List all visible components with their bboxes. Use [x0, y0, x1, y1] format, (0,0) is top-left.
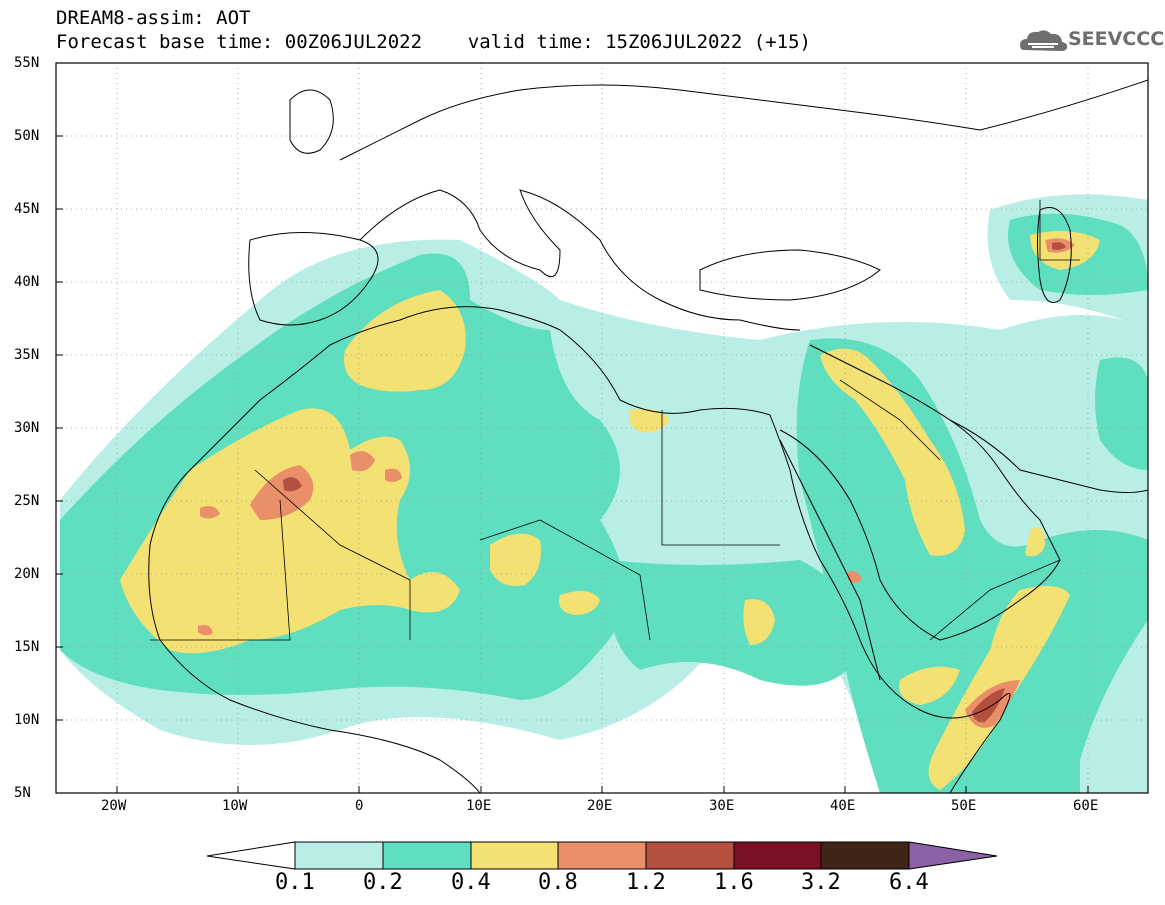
colorbar-bin — [294, 841, 384, 870]
lat-label: 20N — [14, 566, 40, 582]
colorbar-bin — [645, 841, 735, 870]
graticule — [56, 63, 1148, 793]
aot-field — [60, 194, 1148, 793]
lon-label: 0 — [355, 798, 364, 814]
lon-label: 20W — [101, 798, 127, 814]
colorbar-bin — [820, 841, 910, 870]
lon-label: 10E — [466, 798, 492, 814]
colorbar-bin — [470, 841, 559, 870]
axis-ticks — [56, 135, 1089, 793]
colorbar-label: 0.1 — [275, 870, 315, 895]
colorbar-label: 0.4 — [451, 870, 491, 895]
lon-label: 40E — [830, 798, 856, 814]
lat-label: 10N — [14, 712, 40, 728]
aot-level-0.4 — [120, 231, 1100, 790]
lat-label: 25N — [14, 493, 40, 509]
colorbar-label: 3.2 — [801, 870, 841, 895]
lat-label: 45N — [14, 201, 40, 217]
lon-label: 50E — [951, 798, 977, 814]
cloud-icon — [1020, 30, 1068, 51]
colorbar-label: 1.2 — [626, 870, 666, 895]
colorbar-bin — [733, 841, 822, 870]
forecast-time-line: Forecast base time: 00Z06JUL2022 valid t… — [56, 31, 811, 53]
lon-label: 20E — [587, 798, 613, 814]
colorbar-bin — [557, 841, 647, 870]
country-borders — [150, 200, 1080, 641]
lon-label: 30E — [709, 798, 735, 814]
lat-label: 30N — [14, 420, 40, 436]
logo-text: SEEVCCC — [1068, 28, 1165, 50]
lat-label: 50N — [14, 128, 40, 144]
lat-label: 5N — [14, 785, 31, 801]
aot-level-1.2 — [283, 242, 1066, 723]
lat-label: 55N — [14, 55, 40, 71]
lat-label: 15N — [14, 639, 40, 655]
map-title: DREAM8-assim: AOT — [56, 7, 251, 29]
lon-label: 60E — [1073, 798, 1099, 814]
colorbar-label: 1.6 — [714, 870, 754, 895]
lon-label: 10W — [222, 798, 248, 814]
colorbar-low-arrow — [206, 841, 296, 870]
lat-label: 40N — [14, 274, 40, 290]
colorbar-bin — [382, 841, 472, 870]
colorbar — [206, 841, 998, 870]
lat-label: 35N — [14, 347, 40, 363]
coastlines — [148, 79, 1148, 793]
colorbar-label: 6.4 — [889, 870, 929, 895]
colorbar-label: 0.2 — [363, 870, 403, 895]
colorbar-label: 0.8 — [538, 870, 578, 895]
colorbar-high-arrow — [908, 841, 998, 870]
